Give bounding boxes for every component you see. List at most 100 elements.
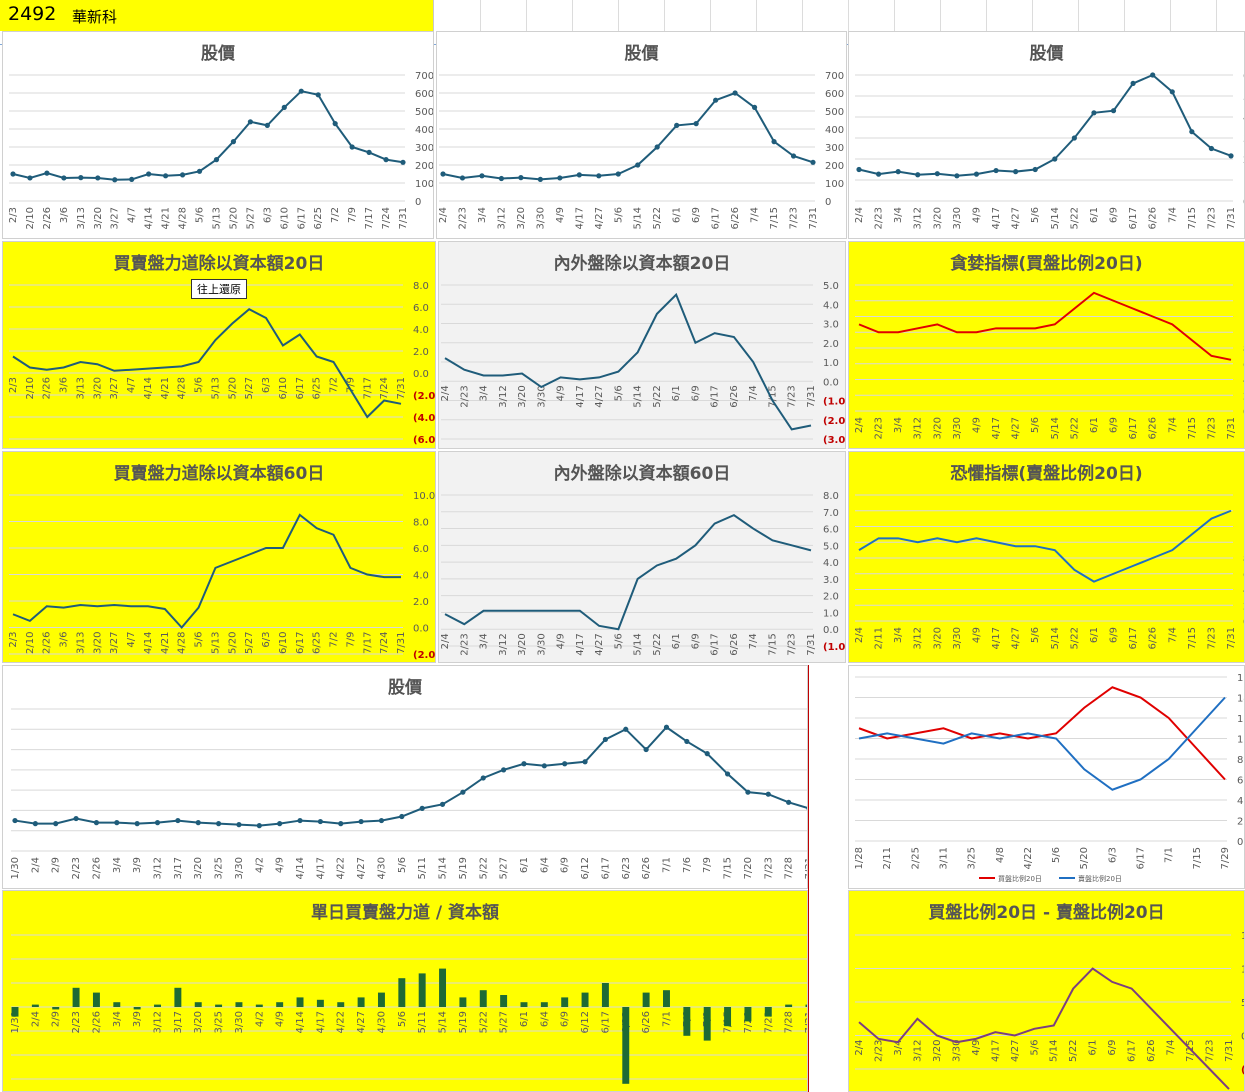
data-point[interactable] — [315, 92, 321, 98]
data-point[interactable] — [541, 763, 547, 769]
chart-panel-diff[interactable]: 買盤比例20日 - 賣盤比例20日 (5.0) 0.0 5.0 10.0 15.0 2/4 2… — [848, 890, 1245, 1092]
data-point[interactable] — [93, 820, 100, 826]
data-point[interactable] — [419, 805, 425, 812]
bar[interactable] — [255, 1004, 263, 1007]
chart-panel-fear[interactable]: 恐懼指標(賣盤比例20日) 0.0 2.0 4.0 6.0 8.0 10 12 14 16 2/4 2… — [848, 451, 1245, 663]
data-point[interactable] — [1071, 135, 1077, 141]
data-point[interactable] — [643, 746, 649, 753]
bar[interactable] — [174, 987, 182, 1007]
series-line-0[interactable] — [858, 686, 1226, 781]
data-point[interactable] — [129, 176, 135, 182]
data-point[interactable] — [765, 791, 771, 797]
data-point[interactable] — [993, 167, 999, 174]
chart-panel-price2[interactable]: 股價 0 100 200 300 400 500 600 700 2/4 2/23 3/4 3/12 3/… — [436, 31, 847, 239]
data-point[interactable] — [439, 801, 446, 807]
data-point[interactable] — [349, 144, 355, 150]
data-point[interactable] — [114, 820, 120, 826]
data-point[interactable] — [378, 817, 385, 824]
chart-panel-daily[interactable]: 單日買賣盤力道 / 資本額(1.5)(1.0)(0.5)0.00.51.01.5… — [2, 890, 808, 1092]
bar[interactable] — [683, 1007, 691, 1036]
data-point[interactable] — [693, 121, 699, 127]
bar[interactable] — [92, 992, 100, 1007]
series-line[interactable] — [858, 73, 1232, 177]
series-line[interactable] — [12, 308, 402, 419]
data-point[interactable] — [440, 171, 446, 177]
data-point[interactable] — [298, 88, 304, 94]
chart-panel-price3[interactable]: 股價 0 100 200 300 400 500 600 2/4 2/23 3/4 3/12 3/20 3… — [848, 31, 1245, 239]
data-point[interactable] — [557, 175, 563, 181]
data-point[interactable] — [751, 104, 758, 110]
data-point[interactable] — [576, 172, 582, 178]
data-point[interactable] — [112, 177, 118, 183]
data-point[interactable] — [856, 166, 862, 173]
data-point[interactable] — [10, 171, 16, 177]
data-point[interactable] — [163, 173, 169, 179]
data-point[interactable] — [247, 119, 253, 125]
bar[interactable] — [276, 1002, 284, 1007]
data-point[interactable] — [1208, 145, 1215, 152]
data-point[interactable] — [501, 767, 507, 773]
data-point[interactable] — [400, 159, 406, 165]
chart-panel-bsp60[interactable]: 買賣盤力道除以資本額60日 (2.0) 0.0 2.0 4.0 6.0 8.0 10.0 2/3… — [2, 451, 436, 663]
bar[interactable] — [601, 983, 609, 1007]
data-point[interactable] — [771, 139, 777, 145]
data-point[interactable] — [256, 823, 262, 829]
bar[interactable] — [418, 973, 426, 1007]
data-point[interactable] — [875, 171, 882, 177]
chart-panel-greed[interactable]: 貪婪指標(買盤比例20日) 0.0 2.0 4.0 6.0 8.0 10 12 14 16 2/4 2… — [848, 241, 1245, 449]
data-point[interactable] — [73, 815, 79, 822]
data-point[interactable] — [297, 817, 303, 824]
series-line[interactable] — [858, 509, 1232, 583]
data-point[interactable] — [1150, 72, 1156, 78]
bar[interactable] — [154, 1004, 161, 1007]
data-point[interactable] — [1052, 156, 1058, 162]
bar[interactable] — [724, 1007, 732, 1027]
chart-panel-price1[interactable]: 股價 0 100 200 300 400 500 600 700 2/3 2/10 2/26 3/6 3/… — [2, 31, 434, 239]
chart-panel-io20[interactable]: 內外盤除以資本額20日 (3.0) (2.0) (1.0) 0.0 1.0 2.0 3.0 4.… — [438, 241, 846, 449]
bar[interactable] — [561, 997, 569, 1007]
bar[interactable] — [540, 1002, 548, 1007]
bar[interactable] — [805, 1004, 808, 1007]
series-line[interactable] — [14, 725, 808, 827]
bar[interactable] — [52, 1007, 60, 1010]
data-point[interactable] — [95, 175, 101, 181]
data-point[interactable] — [264, 122, 270, 128]
data-point[interactable] — [27, 175, 33, 181]
data-point[interactable] — [281, 104, 287, 110]
data-point[interactable] — [338, 821, 344, 827]
data-point[interactable] — [790, 153, 797, 159]
data-point[interactable] — [1169, 89, 1175, 95]
chart-panel-price_big[interactable]: 股價01002003004005006007001/302/42/92/232/… — [2, 665, 808, 889]
bar[interactable] — [622, 1007, 630, 1084]
bar[interactable] — [459, 997, 467, 1007]
data-point[interactable] — [61, 175, 67, 181]
data-point[interactable] — [674, 122, 680, 128]
bar[interactable] — [215, 1004, 223, 1007]
data-point[interactable] — [236, 822, 242, 828]
data-point[interactable] — [596, 173, 602, 179]
data-point[interactable] — [146, 171, 152, 177]
bar[interactable] — [764, 1007, 772, 1017]
data-point[interactable] — [1032, 166, 1038, 173]
data-point[interactable] — [954, 173, 960, 179]
bar[interactable] — [520, 1002, 528, 1007]
data-point[interactable] — [498, 175, 505, 182]
data-point[interactable] — [562, 761, 568, 767]
data-point[interactable] — [615, 171, 621, 177]
data-point[interactable] — [732, 90, 738, 96]
data-point[interactable] — [230, 139, 237, 145]
data-point[interactable] — [521, 761, 527, 767]
bar[interactable] — [642, 992, 650, 1007]
bar[interactable] — [439, 968, 447, 1007]
data-point[interactable] — [1110, 108, 1117, 114]
bar[interactable] — [31, 1004, 39, 1007]
bar[interactable] — [500, 995, 508, 1007]
series-line[interactable] — [858, 967, 1230, 1090]
data-point[interactable] — [215, 821, 222, 827]
data-point[interactable] — [78, 175, 84, 181]
bar[interactable] — [316, 999, 324, 1007]
bar[interactable] — [72, 987, 80, 1007]
bar[interactable] — [113, 1002, 121, 1007]
series-line[interactable] — [12, 513, 401, 630]
data-point[interactable] — [1189, 129, 1195, 135]
